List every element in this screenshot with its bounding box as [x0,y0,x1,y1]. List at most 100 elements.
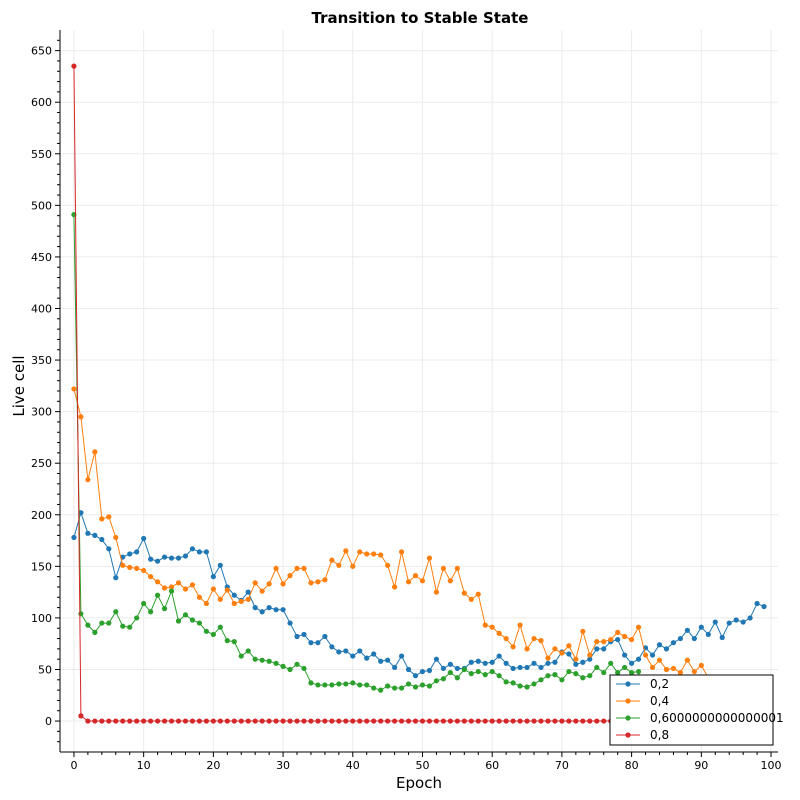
data-point [601,718,607,724]
data-point [503,660,509,666]
legend-item: 0,2 [616,677,669,691]
data-point [419,668,426,675]
data-point [329,557,335,563]
y-tick-label: 550 [31,148,52,161]
data-point [154,718,161,724]
data-point [580,628,586,634]
data-point [503,679,509,685]
data-point [141,718,147,724]
x-tick-label: 20 [206,759,220,772]
data-point [412,673,419,679]
data-point [392,664,398,671]
data-point [496,673,502,679]
data-point [510,718,516,724]
data-point [698,662,704,668]
data-point [231,639,237,645]
data-point [656,642,663,648]
x-tick-label: 30 [276,759,290,772]
data-point [524,646,530,652]
data-point [482,660,488,666]
y-tick-label: 650 [31,45,52,58]
x-tick-label: 0 [70,759,77,772]
data-point [517,683,523,689]
data-point [629,636,635,643]
data-point [468,659,474,665]
data-point [419,718,426,724]
data-point [196,549,203,555]
data-point [196,620,203,626]
data-point [217,718,223,724]
data-point [343,718,349,724]
data-point [120,623,126,629]
data-point [266,605,272,611]
data-point [503,635,509,642]
data-point [134,615,140,621]
data-point [559,677,565,683]
y-tick-label: 400 [31,302,52,315]
data-point [440,665,446,672]
data-point [412,718,419,724]
data-point [364,682,370,688]
y-tick-label: 100 [31,612,52,625]
data-point [148,609,154,615]
data-point [308,718,314,724]
data-point [134,549,140,555]
data-point [385,683,391,689]
data-point [154,579,161,585]
data-point [85,718,91,724]
data-point [154,558,161,564]
data-point [761,603,767,610]
data-point [587,673,593,679]
y-tick-label: 150 [31,560,52,573]
data-point [524,718,530,724]
data-point [217,562,223,568]
data-point [461,666,467,673]
data-point [141,535,147,542]
data-point [92,629,98,635]
data-point [684,657,690,663]
data-point [203,600,209,607]
legend-swatch-marker [625,715,631,721]
data-point [433,678,440,684]
legend-item: 0,8 [616,728,669,742]
data-point [726,620,732,626]
data-point [113,718,119,724]
legend-item: 0,4 [616,694,669,708]
data-point [447,669,453,676]
data-point [378,718,384,724]
data-point [71,534,77,541]
data-point [301,631,307,638]
data-point [566,651,572,657]
data-point [252,656,258,662]
data-point [642,652,649,658]
data-point [343,648,349,654]
legend-swatch-marker [625,698,631,704]
data-point [336,718,342,724]
data-point [426,555,433,561]
y-tick-label: 450 [31,251,52,264]
data-point [273,660,279,666]
legend: 0,2 0,4 0,6000000000000001 0,8 [609,674,784,746]
data-point [712,619,718,625]
data-point [329,644,335,650]
data-point [517,718,523,724]
data-point [161,554,168,560]
data-point [412,573,419,579]
data-point [71,386,77,392]
data-point [301,665,307,672]
data-point [148,718,154,724]
data-point [252,605,258,611]
data-point [447,661,453,667]
data-point [301,565,307,572]
series-0 [71,510,767,679]
data-point [531,635,537,642]
data-point [447,578,453,584]
data-point [510,644,516,650]
legend-label: 0,4 [650,694,669,708]
data-point [322,718,328,724]
data-point [287,666,293,673]
data-point [266,658,272,664]
data-point [357,682,363,688]
data-point [357,648,363,654]
data-point [496,653,502,659]
